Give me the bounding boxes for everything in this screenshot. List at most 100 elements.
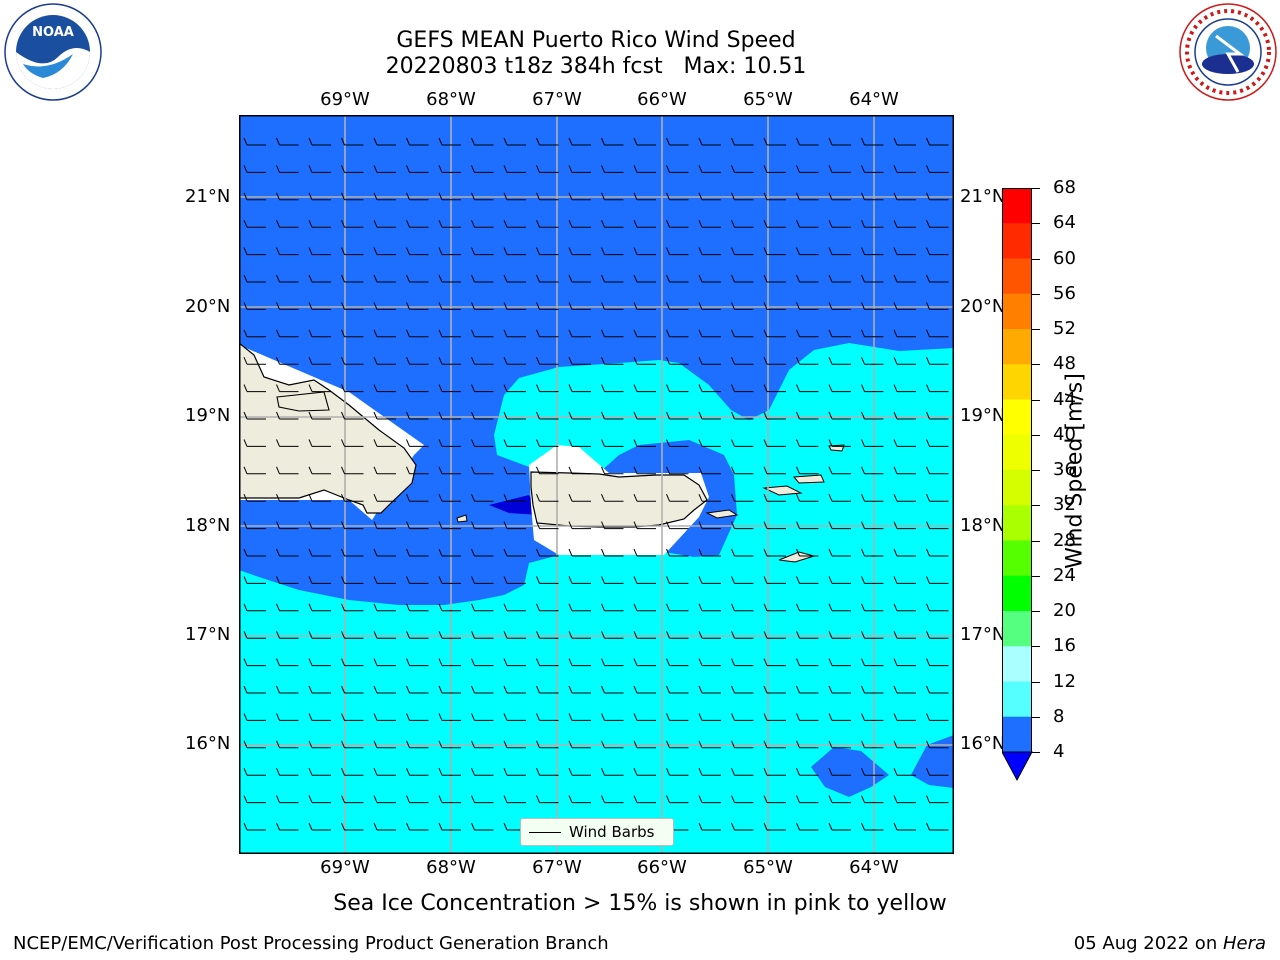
wind-barb bbox=[471, 439, 494, 447]
wind-barb bbox=[308, 740, 331, 749]
wind-barb bbox=[536, 795, 559, 804]
wind-barb bbox=[276, 137, 299, 146]
wind-barb bbox=[698, 658, 721, 667]
wind-barb bbox=[666, 165, 689, 173]
wind-barb bbox=[503, 713, 526, 721]
wind-barb bbox=[373, 795, 396, 804]
wind-barb bbox=[926, 220, 949, 228]
colorbar-tick-label: 32 bbox=[1053, 494, 1076, 516]
wind-barb bbox=[861, 274, 884, 283]
wind-barb bbox=[731, 357, 754, 365]
wind-barb bbox=[861, 165, 884, 173]
wind-barb bbox=[861, 603, 884, 612]
wind-barb bbox=[601, 247, 624, 256]
wind-barb bbox=[471, 137, 494, 146]
wind-barb bbox=[471, 548, 494, 557]
wind-barb bbox=[373, 658, 396, 667]
wind-barb bbox=[698, 411, 721, 420]
colorbar-tick-mark bbox=[1032, 716, 1040, 718]
colorbar-segment bbox=[1002, 540, 1032, 577]
wind-barb bbox=[406, 329, 429, 338]
wind-barb bbox=[406, 384, 429, 393]
wind-barb bbox=[698, 603, 721, 612]
wind-barb bbox=[698, 466, 721, 475]
wind-barb bbox=[601, 274, 624, 283]
colorbar-extend-arrow bbox=[1002, 751, 1033, 782]
wind-barb bbox=[536, 603, 559, 612]
wind-barb bbox=[796, 192, 819, 201]
wind-barb bbox=[536, 384, 559, 393]
wind-barb bbox=[341, 137, 364, 146]
wind-barb bbox=[666, 137, 689, 146]
wind-barb bbox=[568, 439, 591, 447]
colorbar-tick-mark bbox=[1032, 752, 1040, 753]
wind-barb bbox=[471, 740, 494, 749]
wind-barb bbox=[438, 165, 461, 173]
wind-barb bbox=[633, 631, 656, 639]
virgin-islands bbox=[792, 474, 825, 484]
wind-barb bbox=[471, 165, 494, 173]
wind-barb bbox=[763, 576, 786, 584]
wind-barb bbox=[373, 603, 396, 612]
wind-barb bbox=[893, 466, 916, 475]
wind-barb bbox=[503, 576, 526, 584]
wind-barb bbox=[341, 192, 364, 201]
wind-barb bbox=[828, 768, 851, 776]
wind-barb bbox=[763, 768, 786, 776]
wind-barb bbox=[893, 192, 916, 201]
wind-barb bbox=[698, 274, 721, 283]
wind-barb bbox=[503, 740, 526, 749]
wind-barb bbox=[666, 274, 689, 283]
wind-barb bbox=[243, 685, 266, 694]
wind-barb bbox=[503, 685, 526, 694]
wind-barb bbox=[308, 411, 331, 420]
wind-barb bbox=[828, 274, 851, 283]
wind-barb bbox=[731, 329, 754, 338]
wind-barb bbox=[828, 494, 851, 502]
wind-barb bbox=[373, 274, 396, 283]
wind-barb bbox=[438, 384, 461, 393]
colorbar-tick-label: 8 bbox=[1053, 705, 1065, 727]
wind-barb bbox=[666, 685, 689, 694]
wind-barb bbox=[893, 384, 916, 393]
wind-barb bbox=[763, 548, 786, 557]
wind-barb bbox=[471, 822, 494, 831]
wind-barb bbox=[471, 631, 494, 639]
wind-barb bbox=[601, 631, 624, 639]
lat-label-right: 18°N bbox=[960, 515, 1006, 536]
wind-barb bbox=[893, 247, 916, 256]
lat-label-left: 21°N bbox=[185, 186, 231, 207]
wind-barb bbox=[633, 220, 656, 228]
wind-barb bbox=[633, 192, 656, 201]
wind-barb bbox=[471, 411, 494, 420]
wind-barb bbox=[601, 165, 624, 173]
wind-barb bbox=[763, 192, 786, 201]
wind-barb bbox=[568, 192, 591, 201]
wind-barb bbox=[698, 713, 721, 721]
wind-barb bbox=[438, 576, 461, 584]
wind-barb bbox=[276, 713, 299, 721]
wind-barb bbox=[601, 685, 624, 694]
lat-label-left: 17°N bbox=[185, 624, 231, 645]
wind-barb bbox=[373, 439, 396, 447]
wind-barb bbox=[406, 548, 429, 557]
wind-barb bbox=[243, 165, 266, 173]
wind-barb bbox=[406, 192, 429, 201]
wind-barb bbox=[568, 302, 591, 310]
wind-barb bbox=[601, 713, 624, 721]
wind-barb bbox=[926, 439, 949, 447]
wind-barb bbox=[893, 658, 916, 667]
wind-barb bbox=[796, 302, 819, 310]
wind-barb bbox=[666, 631, 689, 639]
wind-barb bbox=[763, 658, 786, 667]
wind-barb bbox=[438, 713, 461, 721]
wind-barb bbox=[893, 548, 916, 557]
colorbar-tick-label: 4 bbox=[1053, 741, 1065, 762]
wind-barb bbox=[568, 411, 591, 420]
wind-barb bbox=[503, 494, 526, 502]
wind-barb bbox=[763, 439, 786, 447]
wind-barb bbox=[926, 768, 949, 776]
wind-barb bbox=[438, 768, 461, 776]
wind-barb bbox=[731, 685, 754, 694]
wind-barb bbox=[308, 329, 331, 338]
